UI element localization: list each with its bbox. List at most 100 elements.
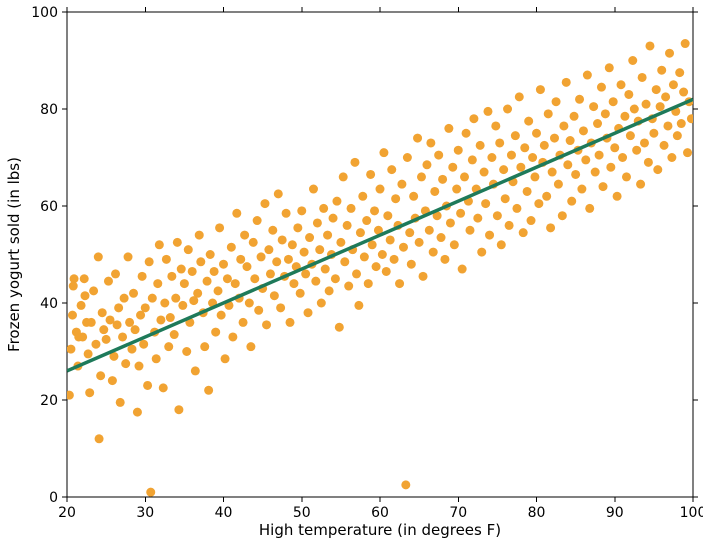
data-point: [438, 175, 447, 184]
data-point: [321, 265, 330, 274]
data-point: [305, 233, 314, 242]
data-point: [520, 143, 529, 152]
data-point: [152, 354, 161, 363]
data-point: [164, 342, 173, 351]
data-point: [523, 187, 532, 196]
data-point: [114, 303, 123, 312]
data-point: [354, 301, 363, 310]
data-point: [379, 148, 388, 157]
data-point: [268, 226, 277, 235]
data-point: [146, 488, 155, 497]
data-point: [507, 151, 516, 160]
data-point: [473, 214, 482, 223]
data-point: [266, 269, 275, 278]
data-point: [480, 168, 489, 177]
data-point: [276, 303, 285, 312]
data-point: [581, 155, 590, 164]
data-point: [102, 335, 111, 344]
data-point: [477, 248, 486, 257]
chart-svg: 2030405060708090100020406080100High temp…: [0, 0, 703, 539]
data-point: [99, 325, 108, 334]
data-point: [111, 269, 120, 278]
data-point: [610, 143, 619, 152]
data-point: [96, 371, 105, 380]
data-point: [170, 330, 179, 339]
data-point: [419, 272, 428, 281]
data-point: [196, 257, 205, 266]
data-point: [195, 231, 204, 240]
data-point: [125, 318, 134, 327]
data-point: [548, 168, 557, 177]
data-point: [227, 243, 236, 252]
data-point: [512, 204, 521, 213]
data-point: [550, 134, 559, 143]
data-point: [124, 252, 133, 261]
data-point: [661, 92, 670, 101]
data-point: [667, 153, 676, 162]
data-point: [221, 354, 230, 363]
data-point: [505, 221, 514, 230]
data-point: [278, 235, 287, 244]
data-point: [309, 185, 318, 194]
data-point: [503, 105, 512, 114]
data-point: [236, 255, 245, 264]
data-point: [211, 328, 220, 337]
data-point: [544, 109, 553, 118]
data-point: [599, 182, 608, 191]
data-point: [352, 269, 361, 278]
data-point: [444, 124, 453, 133]
data-point: [675, 68, 684, 77]
data-point: [131, 325, 140, 334]
data-point: [358, 192, 367, 201]
data-point: [491, 121, 500, 130]
data-point: [178, 301, 187, 310]
data-point: [264, 245, 273, 254]
data-point: [156, 315, 165, 324]
x-axis-label: High temperature (in degrees F): [259, 521, 501, 539]
data-point: [91, 340, 100, 349]
data-point: [622, 172, 631, 181]
data-point: [121, 359, 130, 368]
data-point: [583, 71, 592, 80]
data-point: [217, 311, 226, 320]
data-point: [166, 313, 175, 322]
data-point: [483, 107, 492, 116]
data-point: [657, 66, 666, 75]
data-point: [116, 398, 125, 407]
data-point: [620, 112, 629, 121]
data-point: [536, 85, 545, 94]
data-point: [465, 226, 474, 235]
data-point: [458, 265, 467, 274]
data-point: [663, 121, 672, 130]
data-point: [311, 277, 320, 286]
data-point: [446, 218, 455, 227]
data-point: [593, 119, 602, 128]
data-point: [335, 323, 344, 332]
data-point: [347, 204, 356, 213]
data-point: [448, 163, 457, 172]
data-point: [390, 255, 399, 264]
data-point: [120, 294, 129, 303]
data-point: [356, 228, 365, 237]
data-point: [499, 165, 508, 174]
data-point: [188, 267, 197, 276]
data-point: [182, 347, 191, 356]
y-tick-label: 100: [31, 5, 58, 21]
data-point: [383, 211, 392, 220]
data-point: [300, 248, 309, 257]
data-point: [636, 180, 645, 189]
data-point: [317, 299, 326, 308]
data-point: [460, 172, 469, 181]
x-tick-label: 50: [293, 505, 311, 521]
data-point: [98, 308, 107, 317]
data-point: [468, 155, 477, 164]
data-point: [624, 90, 633, 99]
data-point: [372, 262, 381, 271]
data-point: [645, 41, 654, 50]
data-point: [425, 226, 434, 235]
data-point: [546, 223, 555, 232]
data-point: [214, 286, 223, 295]
data-point: [315, 245, 324, 254]
data-point: [249, 238, 258, 247]
data-point: [440, 255, 449, 264]
